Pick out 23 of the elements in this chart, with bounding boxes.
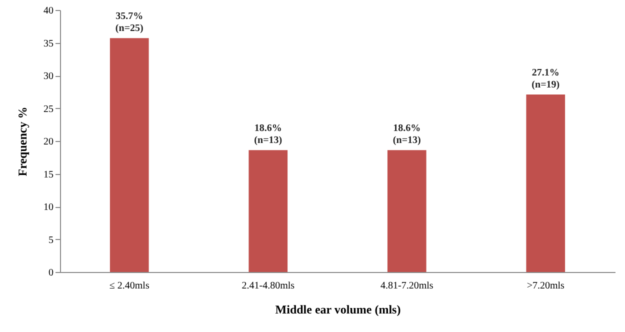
bar <box>110 38 149 272</box>
bar <box>387 150 426 272</box>
y-tick-label: 15 <box>44 169 54 180</box>
x-tick-label: 2.41-4.80mls <box>242 280 295 292</box>
bar <box>248 150 288 272</box>
y-tick-label: 0 <box>48 268 54 278</box>
x-tick-label: >7.20mls <box>526 280 565 292</box>
y-tick-label: 10 <box>44 202 54 213</box>
data-label: 18.6% (n=13) <box>254 123 282 146</box>
x-axis-title: Middle ear volume (mls) <box>275 302 401 316</box>
bar <box>526 94 566 272</box>
y-tick-label: 35 <box>44 38 54 50</box>
y-tick-label: 30 <box>44 71 54 82</box>
y-tick-label: 40 <box>44 6 54 16</box>
y-tick-label: 25 <box>44 104 54 115</box>
y-tick-label: 5 <box>48 234 54 246</box>
x-tick-label: ≤ 2.40mls <box>109 280 150 292</box>
x-tick-label: 4.81-7.20mls <box>380 280 434 292</box>
data-label: 35.7% (n=25) <box>115 11 144 34</box>
data-label: 18.6% (n=13) <box>392 123 421 146</box>
y-axis-title: Frequency % <box>16 106 30 176</box>
y-tick-label: 20 <box>44 136 54 148</box>
data-label: 27.1% (n=19) <box>532 67 560 90</box>
